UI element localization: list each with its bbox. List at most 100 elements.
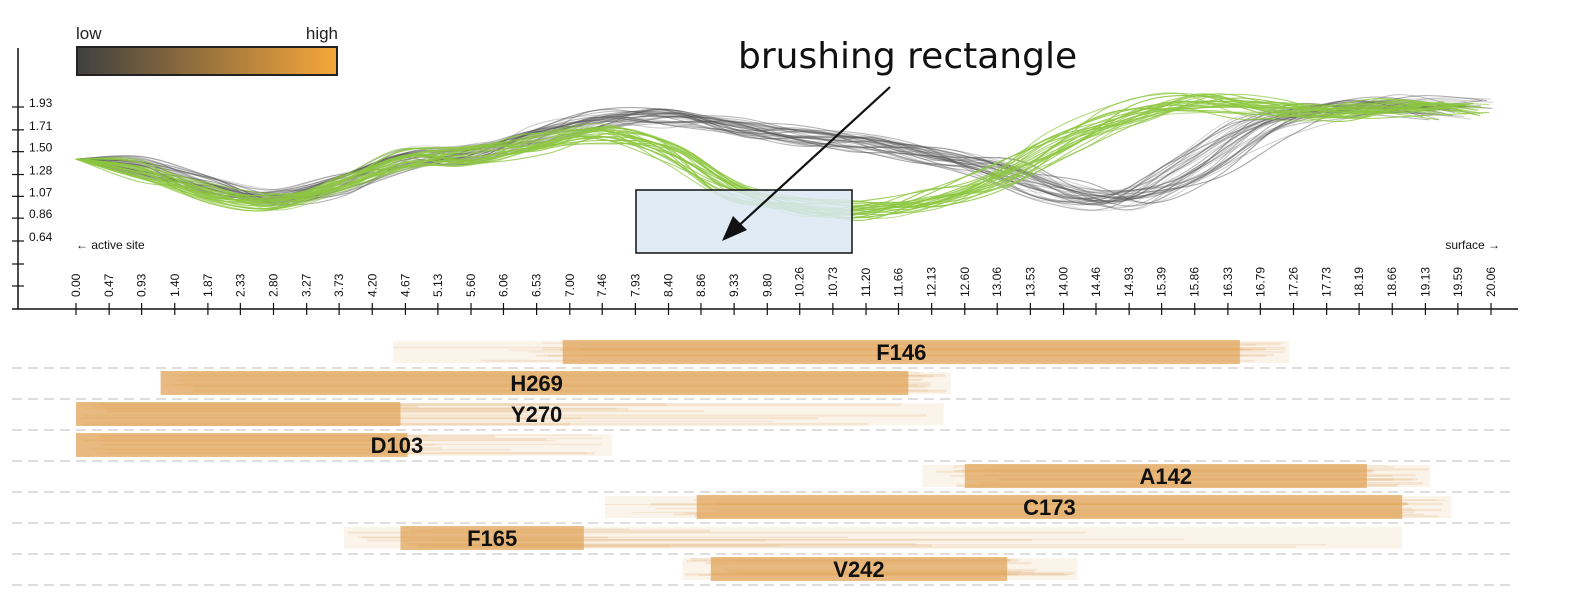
arrow-head bbox=[722, 216, 747, 241]
unselected-path-line bbox=[75, 108, 1451, 203]
residue-bar-c173 bbox=[696, 495, 1403, 519]
axes-layer: 1.93 1.71 1.50 1.28 1.07 0.86 0.64 0.00 0.47 0.93… bbox=[12, 48, 1518, 315]
residue-label-f146: F146 bbox=[876, 340, 926, 365]
x-tick-label: 16.33 bbox=[1221, 267, 1235, 297]
unselected-path-line bbox=[75, 106, 1471, 202]
residue-bar-v242 bbox=[710, 557, 1008, 581]
residue-streak bbox=[98, 403, 902, 407]
annotation-arrow bbox=[722, 86, 891, 241]
residue-label-a142: A142 bbox=[1140, 464, 1193, 489]
residue-row-h269: H269 bbox=[160, 371, 951, 396]
residue-row-y270: Y270 bbox=[76, 402, 944, 427]
x-tick-label: 15.39 bbox=[1155, 267, 1169, 297]
x-tick-label: 0.00 bbox=[69, 273, 83, 297]
x-tick-label: 19.59 bbox=[1451, 267, 1465, 297]
unselected-path-line bbox=[75, 106, 1467, 200]
residue-label-c173: C173 bbox=[1023, 495, 1076, 520]
unselected-path-line bbox=[75, 103, 1426, 203]
x-tick-label: 17.26 bbox=[1286, 267, 1300, 297]
y-tick-label: 1.71 bbox=[29, 119, 53, 133]
residue-label-f165: F165 bbox=[467, 526, 517, 551]
unselected-path-line bbox=[75, 96, 1437, 203]
x-tick-label: 7.46 bbox=[595, 273, 609, 297]
x-tick-label: 18.66 bbox=[1385, 267, 1399, 297]
arrow-shaft bbox=[733, 86, 891, 231]
x-tick-label: 15.86 bbox=[1188, 267, 1202, 297]
x-tick-label: 12.13 bbox=[925, 267, 939, 297]
unselected-path-line bbox=[75, 104, 1440, 204]
residue-streak bbox=[418, 545, 780, 547]
residue-bars-layer: F146 H269 Y270 D103 A142 C173 F165 V242 bbox=[76, 340, 1452, 582]
x-tick-label: 1.40 bbox=[168, 273, 182, 297]
y-tick-label: 1.93 bbox=[29, 96, 53, 110]
unselected-path-line bbox=[75, 99, 1424, 203]
y-tick-label: 1.28 bbox=[29, 164, 53, 178]
x-tick-label: 0.93 bbox=[135, 273, 149, 297]
x-tick-label: 20.06 bbox=[1484, 267, 1498, 297]
x-tick-label: 3.27 bbox=[300, 273, 314, 297]
x-tick-label: 7.93 bbox=[628, 273, 642, 297]
residue-spread-f165 bbox=[344, 527, 1403, 549]
residue-streak bbox=[82, 414, 927, 417]
x-start-label: ← active site bbox=[76, 238, 145, 252]
residue-streak bbox=[107, 410, 704, 413]
unselected-path-line bbox=[75, 103, 1468, 199]
residue-row-f146: F146 bbox=[393, 340, 1290, 365]
y-tick-label: 1.50 bbox=[29, 141, 53, 155]
x-tick-label: 12.60 bbox=[958, 267, 972, 297]
x-tick-label: 11.20 bbox=[859, 268, 873, 297]
unselected-path-line bbox=[75, 101, 1456, 200]
x-tick-label: 4.20 bbox=[365, 273, 379, 297]
residue-row-f165: F165 bbox=[344, 526, 1403, 551]
x-tick-label: 5.13 bbox=[431, 273, 445, 297]
x-tick-label: 3.73 bbox=[332, 273, 346, 297]
x-tick-label: 8.40 bbox=[662, 273, 676, 297]
x-tick-label: 13.53 bbox=[1023, 267, 1037, 297]
x-tick-label: 19.13 bbox=[1418, 267, 1432, 297]
residue-label-y270: Y270 bbox=[511, 402, 562, 427]
legend-low-label: low bbox=[76, 24, 102, 43]
legend-high-label: high bbox=[305, 24, 338, 43]
residue-streak bbox=[80, 420, 775, 422]
unselected-path-line bbox=[75, 102, 1425, 206]
unselected-path-line bbox=[75, 94, 1463, 203]
residue-streak bbox=[348, 531, 1086, 534]
x-tick-label: 6.06 bbox=[496, 273, 510, 297]
residue-bar-a142 bbox=[964, 464, 1367, 488]
residue-row-d103: D103 bbox=[76, 433, 613, 458]
x-tick-label: 1.87 bbox=[201, 273, 215, 297]
x-tick-label: 10.73 bbox=[826, 267, 840, 297]
x-tick-label: 16.79 bbox=[1253, 267, 1267, 297]
residue-streak bbox=[357, 536, 849, 539]
x-tick-label: 2.33 bbox=[233, 273, 247, 297]
residue-label-d103: D103 bbox=[371, 433, 424, 458]
x-tick-label: 13.06 bbox=[990, 267, 1004, 297]
y-tick-label: 0.86 bbox=[29, 207, 53, 221]
residue-bar-f165 bbox=[400, 526, 584, 550]
residue-streak bbox=[407, 542, 917, 546]
x-tick-label: 2.80 bbox=[267, 273, 281, 297]
x-tick-label: 11.66 bbox=[891, 268, 905, 297]
residue-streak bbox=[410, 544, 1327, 546]
x-tick-label: 14.46 bbox=[1089, 267, 1103, 297]
x-tick-label: 14.00 bbox=[1057, 267, 1071, 297]
x-tick-label: 9.33 bbox=[727, 273, 741, 297]
residue-streak bbox=[77, 417, 819, 420]
x-tick-label: 10.26 bbox=[793, 267, 807, 297]
x-tick-label: 8.86 bbox=[694, 273, 708, 297]
residue-row-a142: A142 bbox=[922, 464, 1431, 489]
residue-streak bbox=[419, 544, 932, 547]
residue-bar-f146 bbox=[562, 340, 1240, 364]
residue-bar-d103 bbox=[76, 433, 408, 457]
y-tick-label: 1.07 bbox=[29, 185, 53, 199]
residue-row-c173: C173 bbox=[605, 495, 1452, 520]
x-tick-label: 4.67 bbox=[398, 273, 412, 297]
x-tick-label: 7.00 bbox=[563, 273, 577, 297]
residue-row-v242: V242 bbox=[682, 557, 1078, 582]
x-tick-label: 17.73 bbox=[1320, 267, 1334, 297]
x-tick-label: 9.80 bbox=[760, 273, 774, 297]
color-legend: low high bbox=[76, 24, 338, 76]
residue-bar-h269 bbox=[160, 371, 909, 395]
x-end-label: surface → bbox=[1445, 238, 1500, 252]
